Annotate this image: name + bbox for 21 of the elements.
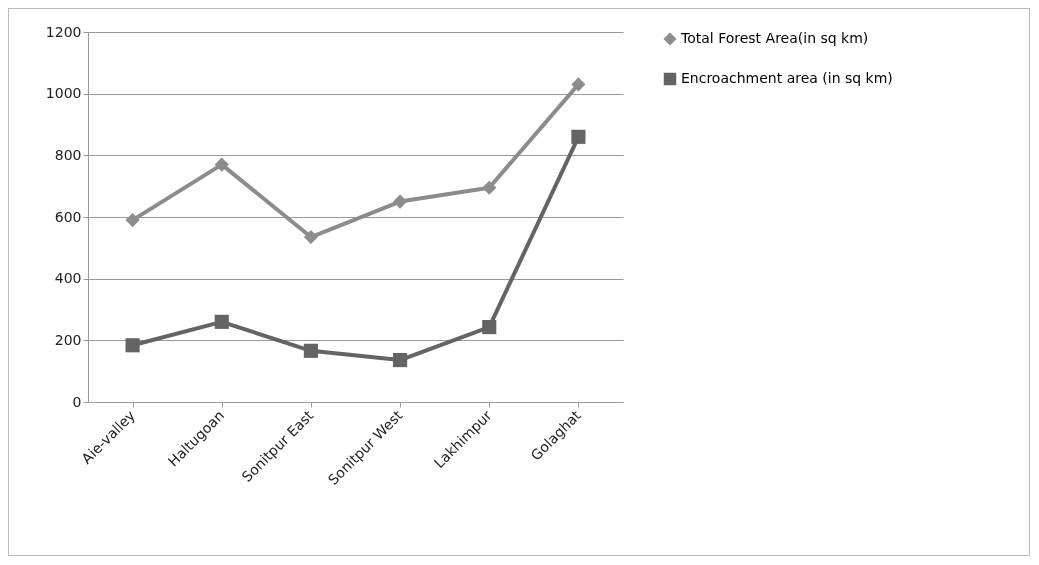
point [482,180,497,195]
y-tick-label: 200 [54,331,82,348]
point [303,343,318,358]
point [393,353,408,368]
y-tick-label: 800 [54,146,82,163]
point [125,213,140,228]
legend-label: Encroachment area (in sq km) [681,70,893,86]
point [571,77,586,92]
y-tick-label: 0 [72,393,82,410]
legend-label: Total Forest Area(in sq km) [680,30,869,46]
point [125,338,140,353]
point [482,320,497,335]
point [214,157,229,172]
y-tick-label: 1200 [45,23,82,40]
point [214,314,229,329]
y-tick-label: 600 [54,208,82,225]
point [303,229,318,245]
y-tick-label: 400 [54,270,82,287]
point [393,194,408,209]
point [571,129,586,144]
y-tick-label: 1000 [45,85,82,102]
